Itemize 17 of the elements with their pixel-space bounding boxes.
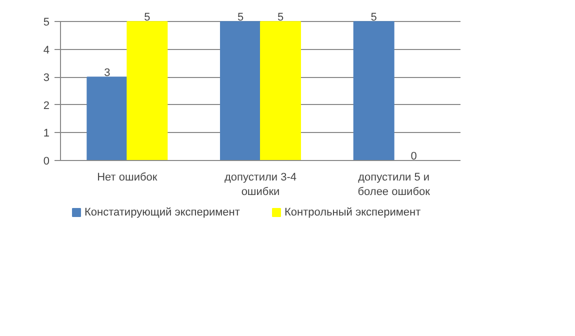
y-tick-label: 5 (43, 16, 50, 29)
data-label: 5 (144, 12, 150, 24)
y-tick-label: 0 (43, 156, 50, 168)
y-tick-label: 2 (43, 100, 50, 112)
x-tick-label: допустили 5 и более ошибок (358, 172, 430, 198)
data-label: 0 (410, 150, 417, 162)
y-tick-label: 1 (43, 128, 50, 140)
data-label: 3 (104, 67, 110, 80)
data-label: 5 (237, 12, 244, 24)
y-tick-label: 4 (43, 44, 50, 56)
x-tick-label: допустили 3-4 ошибки (224, 172, 297, 198)
legend-label: Констатирующий эксперимент (84, 206, 240, 218)
legend-label: Контрольный эксперимент (284, 206, 421, 218)
y-tick-label: 3 (43, 72, 50, 84)
data-label: 5 (277, 12, 284, 24)
data-label: 5 (370, 12, 377, 24)
x-tick-label: Нет ошибок (97, 172, 158, 184)
